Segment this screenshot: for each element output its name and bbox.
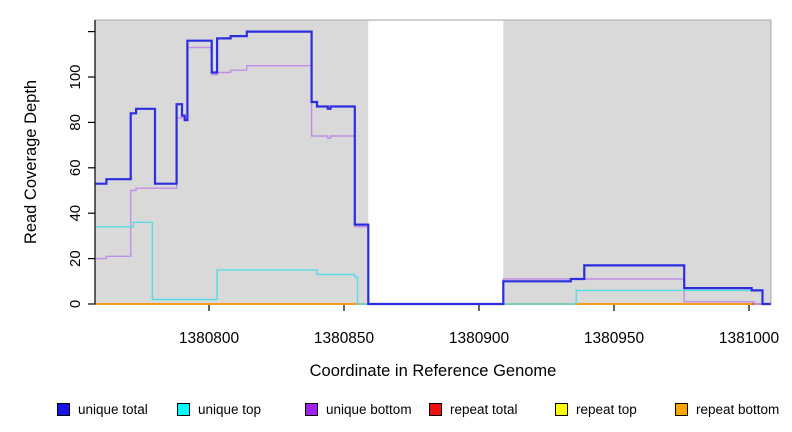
y-tick-label: 20 [67, 250, 84, 267]
x-tick-label: 1380850 [314, 330, 375, 347]
x-tick-label: 1380900 [449, 330, 510, 347]
y-tick-label: 80 [67, 114, 84, 131]
x-tick-label: 1381000 [719, 330, 780, 347]
legend-label: repeat total [450, 401, 518, 417]
y-tick-label: 0 [67, 300, 84, 308]
repeat-total-swatch-icon [429, 402, 442, 416]
legend-item-repeat-total: repeat total [429, 398, 518, 420]
series-unique-top [95, 221, 771, 305]
legend-label: repeat bottom [696, 401, 780, 417]
legend-item-repeat-top: repeat top [555, 398, 637, 420]
legend-item-repeat-bottom: repeat bottom [675, 398, 779, 420]
legend: unique total unique top unique bottom re… [0, 398, 792, 424]
uncovered-region [368, 20, 504, 304]
repeat-top-swatch-icon [555, 402, 568, 416]
legend-label: repeat top [576, 401, 637, 417]
legend-item-unique-top: unique top [177, 398, 261, 420]
repeat-bottom-swatch-icon [675, 402, 688, 416]
y-tick-label: 100 [67, 64, 84, 89]
legend-item-unique-bottom: unique bottom [305, 398, 412, 420]
legend-label: unique top [198, 401, 262, 417]
x-tick-label: 1380950 [584, 330, 645, 347]
unique-top-swatch-icon [177, 402, 190, 416]
x-tick-label: 1380800 [179, 330, 240, 347]
legend-label: unique bottom [326, 401, 412, 417]
unique-bottom-swatch-icon [305, 402, 318, 416]
y-tick-label: 40 [67, 205, 84, 222]
series-unique-total [95, 30, 771, 306]
y-axis-title: Read Coverage Depth [22, 80, 40, 244]
unique-total-swatch-icon [57, 402, 70, 416]
legend-item-unique-total: unique total [57, 398, 148, 420]
coverage-plot-canvas: 0 20 40 60 80 100 1380800 1380850 1380900 1380950… [22, 19, 780, 380]
x-axis-title: Coordinate in Reference Genome [310, 362, 557, 380]
y-tick-label: 60 [67, 159, 84, 176]
legend-label: unique total [78, 401, 148, 417]
